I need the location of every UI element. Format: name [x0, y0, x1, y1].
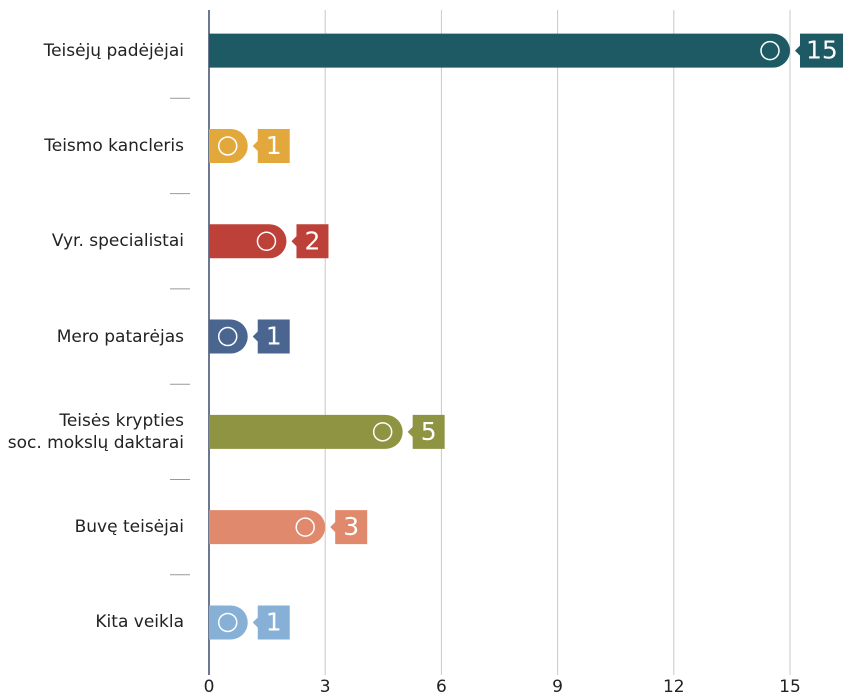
category-label: Mero patarėjas [56, 326, 184, 347]
value-label: 15 [806, 36, 838, 65]
x-tick-label: 12 [663, 677, 685, 695]
value-label: 2 [305, 226, 321, 255]
x-tick-label: 3 [320, 677, 331, 695]
bar-end-circle [295, 517, 315, 537]
value-label-box [291, 224, 329, 259]
bar [209, 414, 403, 449]
value-label-box [795, 33, 843, 68]
value-label-box [330, 510, 368, 545]
bar-end-circle [760, 40, 780, 61]
bar [209, 128, 248, 163]
bar [209, 319, 248, 354]
bar-end-circle [217, 136, 238, 156]
category-label: Teismo kancleris [44, 135, 184, 156]
bar-end-circle [217, 326, 238, 347]
category-label: Kita veikla [95, 612, 184, 633]
x-tick-label: 15 [779, 677, 801, 695]
value-label: 5 [421, 417, 437, 446]
value-label: 3 [343, 512, 359, 541]
value-label: 1 [266, 131, 282, 160]
value-label: 1 [266, 322, 282, 351]
value-label-box [252, 319, 290, 354]
bar-end-circle [256, 231, 277, 251]
category-label: Vyr. specialistai [51, 231, 184, 252]
category-label: Teisės krypties soc. mokslų daktarai [7, 410, 184, 453]
bar [209, 605, 248, 640]
category-label: Buvę teisėjai [74, 517, 184, 538]
value-label-box [407, 414, 445, 449]
value-label: 1 [266, 607, 282, 636]
x-tick-label: 6 [436, 677, 447, 695]
bar [209, 33, 790, 68]
value-label-box [252, 605, 290, 640]
x-tick-label: 0 [204, 677, 215, 695]
category-label: Teisėjų padėjėjai [43, 40, 184, 61]
x-tick-label: 9 [552, 677, 563, 695]
value-label-box [252, 128, 290, 163]
bar-end-circle [217, 612, 238, 633]
bar-end-circle [372, 422, 393, 442]
bar [209, 510, 326, 545]
